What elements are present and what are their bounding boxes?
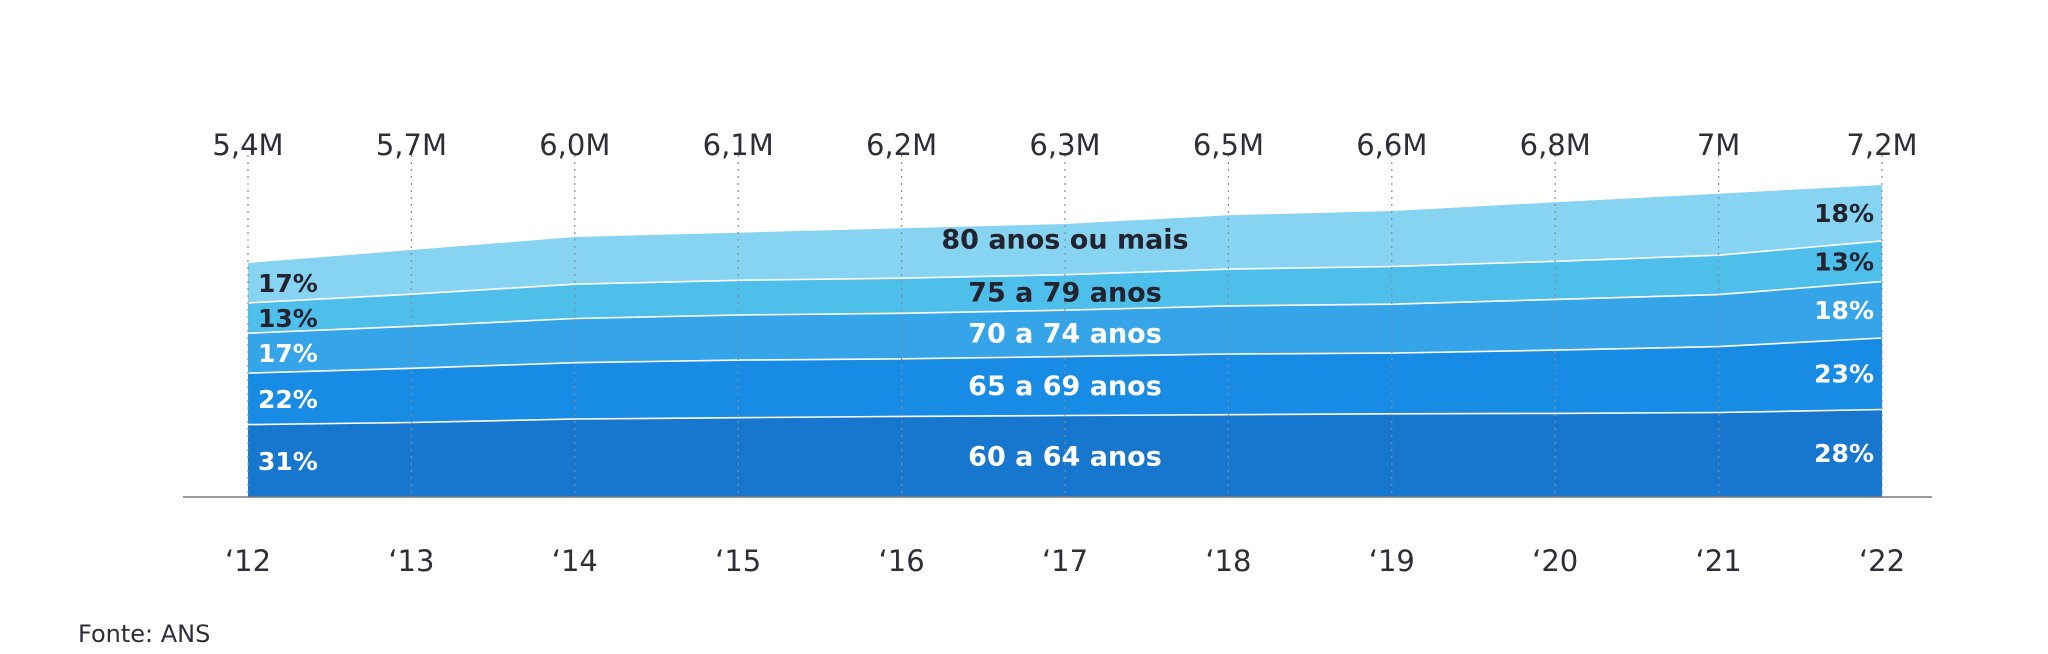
- start-percent-label: 17%: [258, 339, 318, 368]
- end-percent-label: 13%: [1814, 247, 1874, 276]
- year-tick-label: ‘18: [1205, 544, 1251, 578]
- year-tick-label: ‘12: [225, 544, 271, 578]
- total-label: 6,5M: [1193, 128, 1264, 162]
- band-label: 60 a 64 anos: [968, 441, 1162, 472]
- start-percent-label: 31%: [258, 447, 318, 476]
- area-65-a-69-anos: [248, 338, 1882, 425]
- band-label: 70 a 74 anos: [968, 318, 1162, 349]
- year-tick-label: ‘22: [1859, 544, 1905, 578]
- total-label: 5,4M: [212, 128, 283, 162]
- year-tick-label: ‘17: [1042, 544, 1088, 578]
- end-percent-label: 18%: [1814, 296, 1874, 325]
- total-label: 6,2M: [866, 128, 937, 162]
- total-label: 6,3M: [1029, 128, 1100, 162]
- start-percent-label: 17%: [258, 269, 318, 298]
- total-label: 6,0M: [539, 128, 610, 162]
- area-80-anos-ou-mais: [248, 185, 1882, 303]
- year-tick-label: ‘13: [388, 544, 434, 578]
- end-percent-label: 23%: [1814, 360, 1874, 389]
- year-tick-label: ‘19: [1369, 544, 1415, 578]
- start-percent-label: 22%: [258, 385, 318, 414]
- band-boundary-line: [247, 337, 1883, 374]
- year-tick-label: ‘15: [715, 544, 761, 578]
- total-label: 6,1M: [703, 128, 774, 162]
- area-60-a-64-anos: [248, 409, 1882, 497]
- year-tick-label: ‘14: [552, 544, 598, 578]
- area-70-a-74-anos: [248, 281, 1882, 374]
- total-label: 6,8M: [1520, 128, 1591, 162]
- source-note: Fonte: ANS: [78, 620, 211, 648]
- band-label: 80 anos ou mais: [941, 224, 1188, 255]
- total-label: 7M: [1697, 128, 1740, 162]
- year-tick-label: ‘16: [879, 544, 925, 578]
- total-label: 5,7M: [376, 128, 447, 162]
- start-percent-label: 13%: [258, 304, 318, 333]
- total-label: 6,6M: [1356, 128, 1427, 162]
- band-label: 75 a 79 anos: [968, 277, 1162, 308]
- end-percent-label: 18%: [1814, 199, 1874, 228]
- band-label: 65 a 69 anos: [968, 371, 1162, 402]
- year-tick-label: ‘20: [1532, 544, 1578, 578]
- total-label: 7,2M: [1846, 128, 1917, 162]
- year-tick-label: ‘21: [1696, 544, 1742, 578]
- end-percent-label: 28%: [1814, 439, 1874, 468]
